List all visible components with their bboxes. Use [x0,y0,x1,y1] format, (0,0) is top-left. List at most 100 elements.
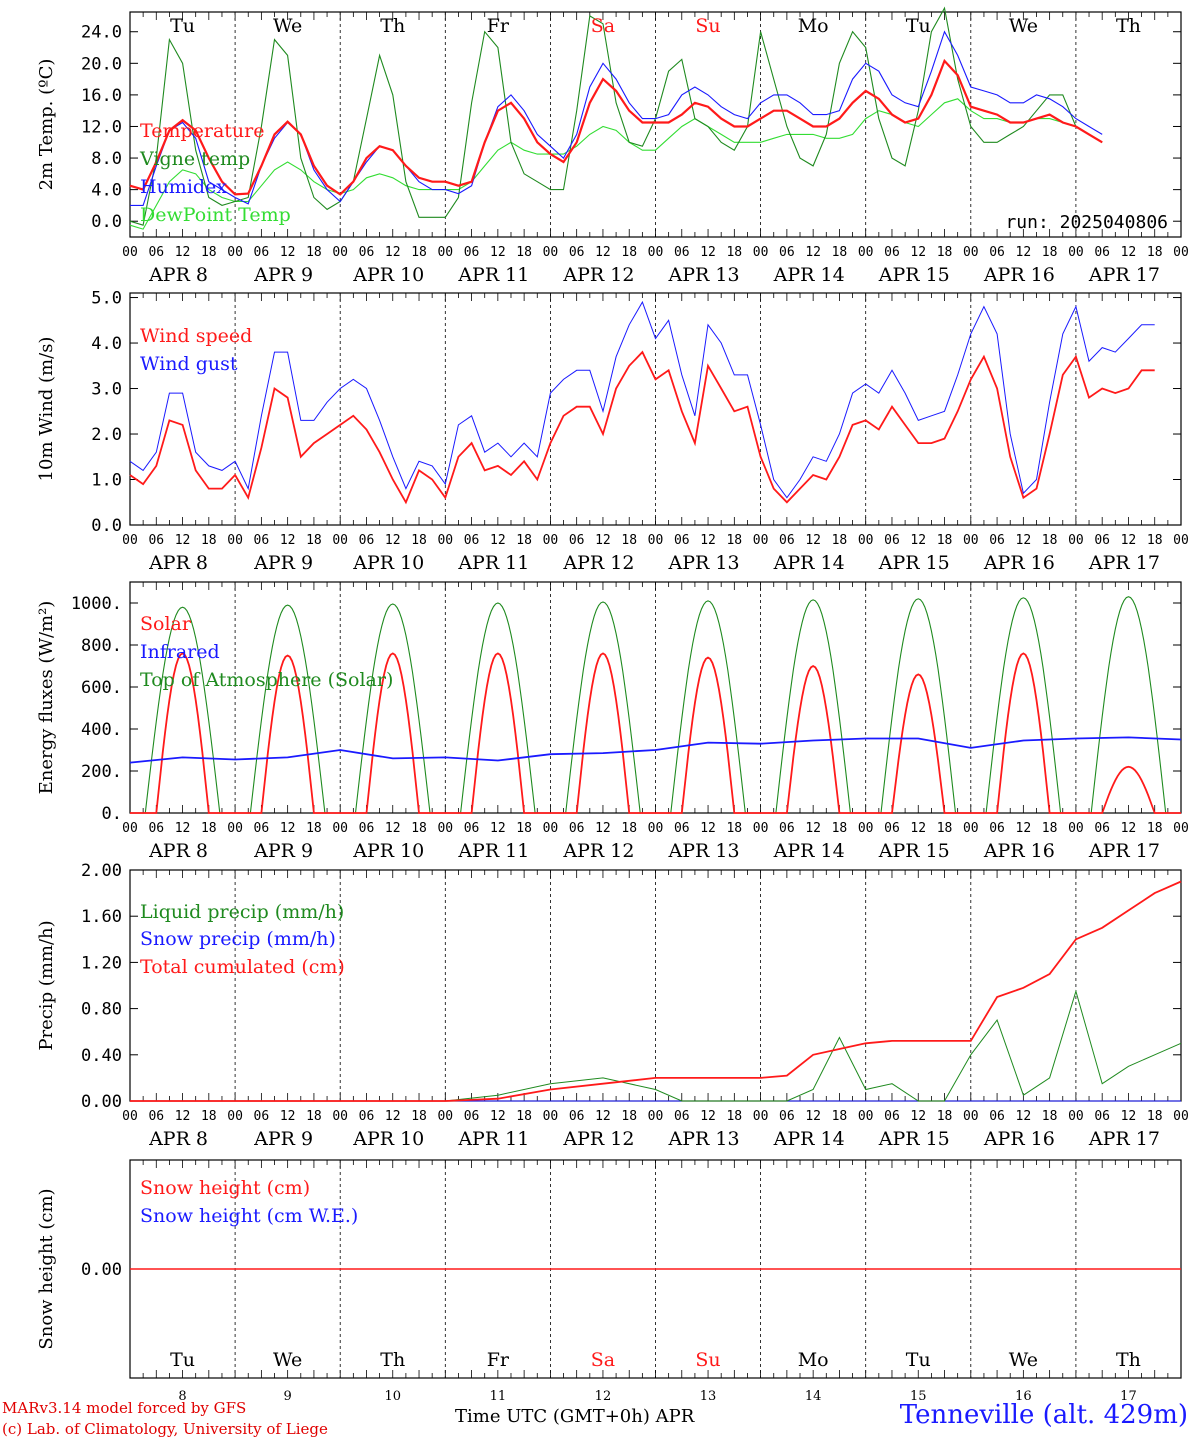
hour-tick-label: 06 [1094,533,1110,548]
date-label: APR 16 [983,552,1055,574]
hour-tick-label: 06 [569,1109,585,1124]
y-tick-label: 800. [81,636,122,656]
day-number: 17 [1120,1389,1137,1404]
hour-tick-label: 06 [989,1109,1005,1124]
y-tick-label: 12.0 [81,117,122,137]
hour-tick-label: 00 [543,821,559,836]
y-tick-label: 20.0 [81,54,122,74]
date-label: APR 11 [457,840,529,862]
hour-tick-label: 00 [1173,821,1189,836]
y-tick-label: 1.20 [81,953,122,973]
hour-tick-label: 06 [359,1109,375,1124]
hour-tick-label: 18 [411,1109,427,1124]
hour-tick-label: 12 [595,1109,611,1124]
y-tick-label: 3.0 [91,380,122,400]
hour-tick-label: 18 [621,245,637,260]
date-label: APR 13 [668,840,740,862]
date-label: APR 8 [148,264,208,286]
hour-tick-label: 18 [516,821,532,836]
hour-tick-label: 06 [464,533,480,548]
day-name: Th [380,15,405,37]
date-label: APR 17 [1088,840,1160,862]
hour-tick-label: 18 [621,533,637,548]
hour-tick-label: 00 [858,533,874,548]
hour-tick-label: 00 [1068,1109,1084,1124]
hour-tick-label: 18 [937,821,953,836]
hour-tick-label: 12 [700,245,716,260]
hour-tick-label: 12 [805,533,821,548]
hour-tick-label: 06 [1094,821,1110,836]
date-label: APR 9 [253,264,313,286]
hour-tick-label: 12 [1016,821,1032,836]
y-tick-label: 4.0 [91,334,122,354]
hour-tick-label: 12 [1121,821,1137,836]
date-label: APR 10 [352,552,424,574]
hour-tick-label: 18 [1147,245,1163,260]
y-tick-label: 8.0 [91,149,122,169]
hour-tick-label: 06 [254,245,270,260]
series-line-vigne-temp [129,6,1103,226]
hour-tick-label: 00 [1068,533,1084,548]
hour-tick-label: 00 [1173,533,1189,548]
hour-tick-label: 00 [332,533,348,548]
day-number: 8 [178,1389,186,1404]
legend-entry: Humidex [140,176,227,198]
hour-tick-label: 18 [306,1109,322,1124]
series-line-infrared [129,736,1182,764]
hour-tick-label: 12 [1016,1109,1032,1124]
hour-tick-label: 00 [437,533,453,548]
hour-tick-label: 12 [1016,533,1032,548]
y-tick-label: 0.00 [81,1092,122,1112]
legend-entry: Temperature [140,120,264,142]
day-name: Th [1116,15,1141,37]
hour-tick-label: 18 [937,1109,953,1124]
hour-tick-label: 00 [437,1109,453,1124]
time-axis-label: Time UTC (GMT+0h) APR [455,1406,695,1427]
date-label: APR 9 [253,840,313,862]
y-tick-label: 5.0 [91,289,122,309]
hour-tick-label: 06 [884,533,900,548]
hour-tick-label: 00 [858,821,874,836]
hour-tick-label: 12 [1121,533,1137,548]
day-name: Sa [591,15,615,37]
series-line-solar [130,652,1181,814]
hour-tick-label: 12 [700,821,716,836]
day-number: 13 [700,1389,717,1404]
date-label: APR 8 [148,1128,208,1150]
day-name: We [273,15,302,37]
hour-tick-label: 18 [621,821,637,836]
hour-tick-label: 18 [621,1109,637,1124]
hour-tick-label: 12 [910,533,926,548]
y-tick-label: 0.0 [91,212,122,232]
hour-tick-label: 18 [937,245,953,260]
y-tick-label: 2.00 [81,861,122,881]
y-axis-label: Snow height (cm) [36,1188,57,1349]
hour-tick-label: 12 [175,1109,191,1124]
y-axis-label: Precip (mm/h) [36,920,57,1050]
hour-tick-label: 18 [306,245,322,260]
legend-entry: DewPoint Temp [140,204,291,226]
day-name: We [1009,1349,1038,1371]
hour-tick-label: 12 [805,1109,821,1124]
hour-tick-label: 12 [385,821,401,836]
hour-tick-label: 18 [1147,821,1163,836]
hour-tick-label: 06 [884,1109,900,1124]
date-label: APR 14 [773,264,845,286]
day-name: Tu [170,1349,195,1371]
date-label: APR 8 [148,552,208,574]
hour-tick-label: 06 [464,821,480,836]
y-axis-label: 10m Wind (m/s) [36,337,57,482]
y-tick-label: 1.60 [81,907,122,927]
y-axis-label: Energy fluxes (W/m²) [36,601,57,795]
day-number: 15 [910,1389,927,1404]
legend-entry: Snow precip (mm/h) [140,928,336,950]
day-name: Su [695,15,720,37]
day-name: Tu [170,15,195,37]
hour-tick-label: 06 [464,1109,480,1124]
hour-tick-label: 00 [1173,245,1189,260]
lab-line: (c) Lab. of Climatology, University of L… [2,1420,328,1438]
hour-tick-label: 18 [516,533,532,548]
date-label: APR 10 [352,1128,424,1150]
day-name: Fr [487,15,510,37]
